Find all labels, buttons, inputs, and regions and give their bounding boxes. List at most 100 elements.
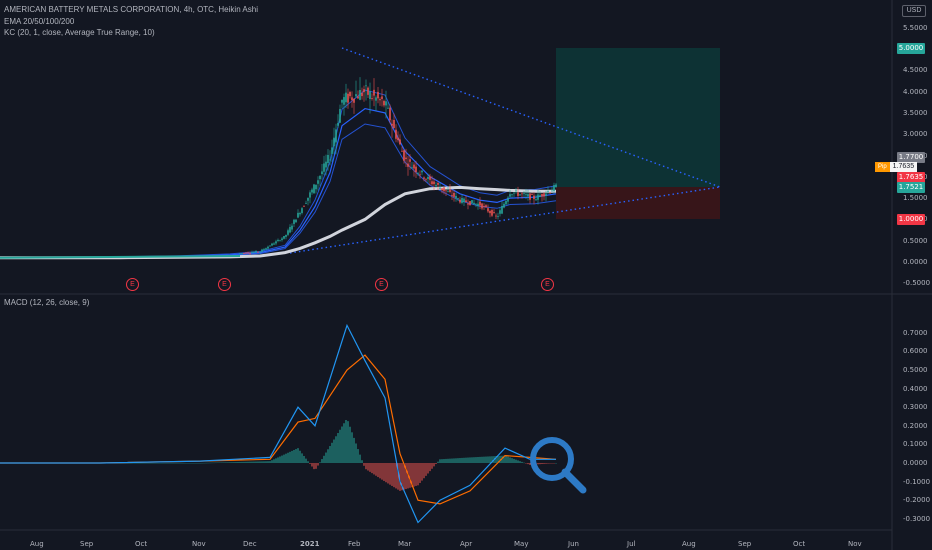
macd-histogram-bar: [275, 458, 277, 463]
macd-histogram-bar: [197, 463, 199, 464]
time-tick-label: Nov: [848, 540, 862, 548]
macd-histogram-bar: [411, 463, 413, 488]
candle-body: [291, 225, 293, 230]
macd-histogram-bar: [439, 459, 441, 463]
candle-body: [303, 205, 305, 207]
earnings-marker[interactable]: E: [126, 278, 139, 291]
macd-histogram-bar: [543, 463, 545, 464]
signal-line: [0, 354, 557, 505]
macd-histogram-bar: [271, 460, 273, 463]
macd-histogram-bar: [499, 455, 501, 463]
time-tick-label: Oct: [135, 540, 148, 548]
macd-histogram-bar: [455, 458, 457, 463]
candle-body: [361, 92, 363, 97]
candle-body: [543, 193, 545, 197]
macd-histogram-bar: [491, 456, 493, 463]
candle-body: [533, 195, 535, 200]
macd-histogram-bar: [341, 426, 343, 463]
candle-body: [547, 191, 549, 192]
candle-body: [499, 210, 501, 214]
earnings-marker[interactable]: E: [375, 278, 388, 291]
candle-body: [443, 187, 445, 192]
macd-histogram-bar: [423, 463, 425, 479]
macd-histogram-bar: [203, 462, 205, 464]
macd-histogram-bar: [177, 463, 179, 464]
kc-legend[interactable]: KC (20, 1, close, Average True Range, 10…: [4, 28, 155, 37]
macd-histogram-bar: [281, 455, 283, 463]
macd-histogram-bar: [245, 461, 247, 463]
macd-line: [0, 323, 556, 524]
macd-histogram-bar: [303, 455, 305, 463]
stop-zone[interactable]: [556, 187, 720, 219]
time-tick-label: Sep: [80, 540, 94, 548]
macd-histogram-bar: [221, 462, 223, 463]
macd-histogram-bar: [363, 463, 365, 466]
macd-histogram-bar: [555, 463, 557, 464]
candle-body: [439, 187, 441, 189]
macd-legend[interactable]: MACD (12, 26, close, 9): [4, 298, 90, 307]
price-tag: 1.0000: [897, 214, 925, 225]
earnings-marker[interactable]: E: [541, 278, 554, 291]
macd-histogram-bar: [505, 455, 507, 463]
macd-histogram-bar: [513, 458, 515, 463]
macd-histogram-bar: [129, 463, 131, 464]
candle-body: [423, 177, 425, 179]
macd-histogram-bar: [297, 448, 299, 463]
candle-body: [399, 139, 401, 145]
candle-body: [385, 101, 387, 106]
candle-body: [469, 201, 471, 206]
candle-body: [449, 189, 451, 193]
candle-body: [411, 167, 413, 169]
candle-body: [249, 253, 251, 254]
time-tick-label: May: [514, 540, 529, 548]
candle-body: [505, 200, 507, 205]
candle-body: [321, 171, 323, 175]
price-tick-label: 1.5000: [903, 194, 928, 203]
macd-histogram-bar: [339, 429, 341, 463]
lower-trendline[interactable]: [289, 186, 721, 254]
macd-histogram-bar: [285, 453, 287, 463]
candle-body: [467, 203, 469, 205]
macd-histogram-bar: [521, 461, 523, 463]
candle-body: [519, 194, 521, 196]
time-tick-label: Mar: [398, 540, 412, 548]
time-tick-label: Aug: [682, 540, 696, 548]
candle-body: [387, 107, 389, 109]
candle-body: [435, 184, 437, 187]
macd-histogram-bar: [489, 456, 491, 463]
macd-histogram-bar: [445, 458, 447, 463]
target-zone[interactable]: [556, 48, 720, 187]
macd-histogram-bar: [329, 446, 331, 463]
macd-histogram-bar: [291, 450, 293, 463]
macd-histogram-bar: [145, 463, 147, 464]
macd-histogram-bar: [403, 463, 405, 490]
candle-body: [391, 123, 393, 126]
candle-body: [405, 157, 407, 160]
macd-histogram-bar: [165, 463, 167, 464]
macd-histogram-bar: [251, 461, 253, 463]
price-tick-label: 5.5000: [903, 23, 928, 32]
symbol-legend[interactable]: AMERICAN BATTERY METALS CORPORATION, 4h,…: [4, 5, 258, 14]
earnings-marker[interactable]: E: [218, 278, 231, 291]
macd-histogram-bar: [265, 461, 267, 463]
magnifier-icon[interactable]: [528, 435, 590, 497]
candle-body: [327, 154, 329, 164]
price-tag: 1.7635: [897, 172, 925, 183]
candle-body: [263, 249, 265, 250]
candle-body: [349, 92, 351, 97]
macd-histogram-bar: [485, 456, 487, 463]
ema-fast-line: [0, 107, 557, 259]
candle-body: [419, 174, 421, 176]
candle-body: [245, 252, 247, 254]
macd-histogram-bar: [393, 463, 395, 488]
candle-body: [373, 89, 375, 96]
macd-histogram-bar: [293, 449, 295, 463]
ema-legend[interactable]: EMA 20/50/100/200: [4, 17, 75, 26]
candle-body: [329, 159, 331, 161]
macd-histogram-bar: [463, 457, 465, 463]
candle-body: [453, 192, 455, 197]
price-tick-label: 4.0000: [903, 87, 928, 96]
candle-body: [491, 210, 493, 216]
currency-button[interactable]: USD: [902, 5, 926, 17]
